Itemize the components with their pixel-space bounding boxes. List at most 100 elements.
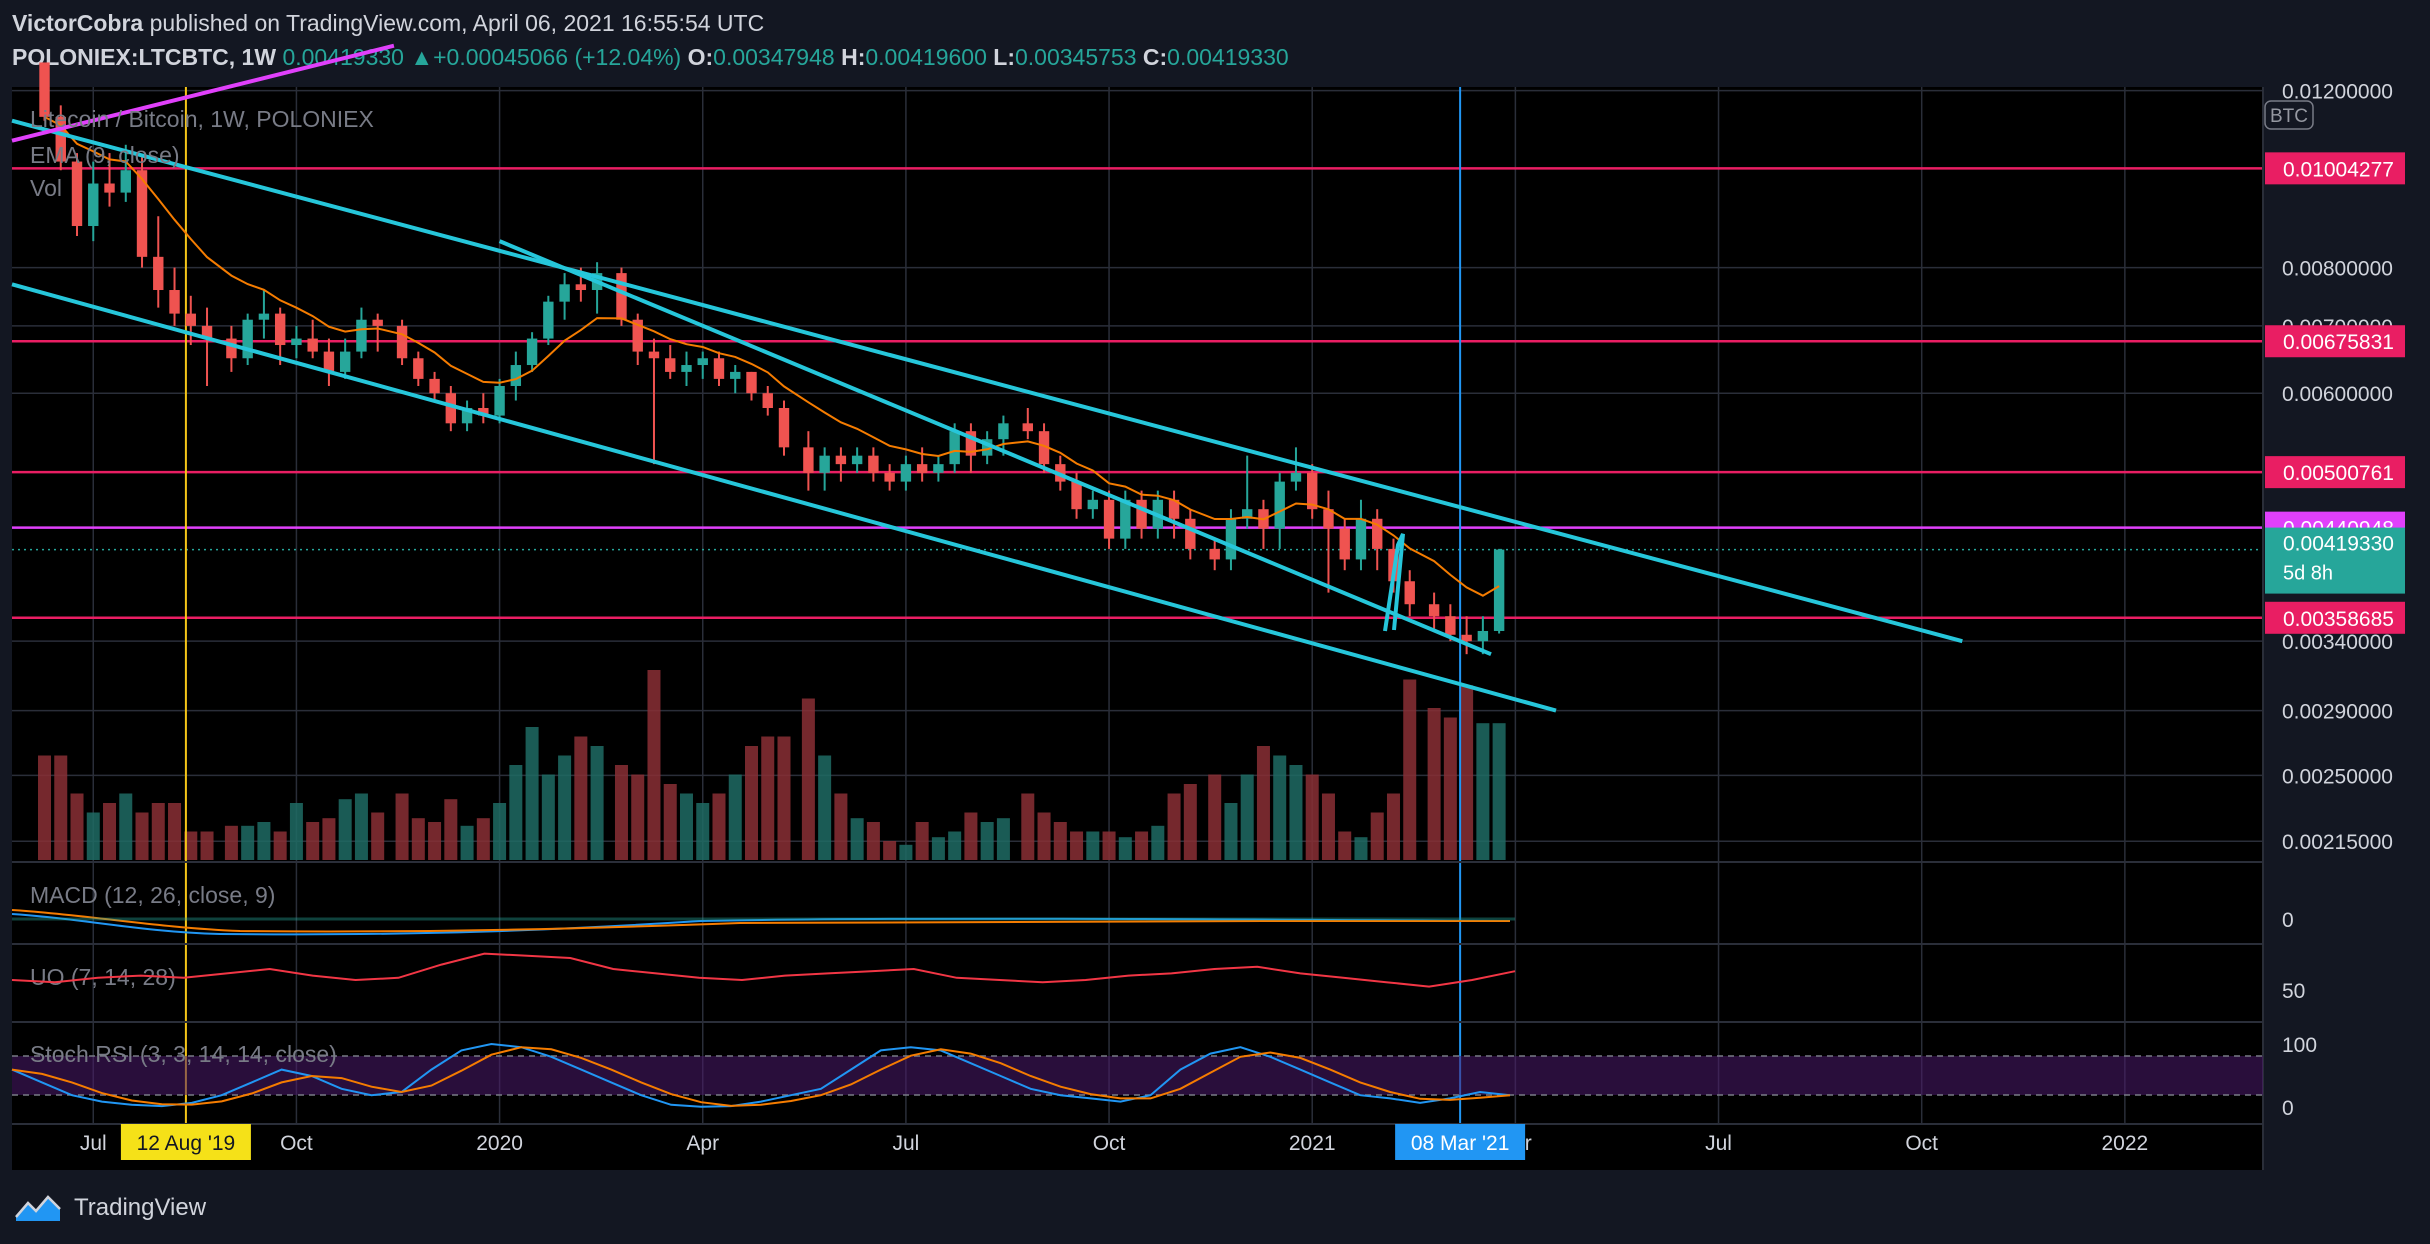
author-name[interactable]: VictorCobra — [12, 10, 144, 36]
volume-bar — [744, 746, 758, 860]
candle — [274, 307, 286, 366]
tradingview-logo-icon[interactable] — [14, 1193, 64, 1223]
candle — [559, 273, 570, 320]
candle-body — [120, 170, 131, 193]
candle — [697, 351, 708, 379]
volume-bar — [1167, 793, 1181, 860]
level-price-tags: 0.010042770.006758310.005007610.00440948… — [2265, 152, 2405, 634]
volume-bar — [1305, 774, 1319, 860]
volume-bar — [289, 803, 303, 860]
volume-bar — [1102, 831, 1116, 860]
candle — [1428, 592, 1440, 629]
volume-bar — [1370, 812, 1384, 860]
current-price-tag — [2265, 527, 2405, 594]
candle-body — [478, 408, 489, 416]
candle — [1307, 464, 1318, 519]
volume-bar — [915, 822, 929, 860]
candle — [1445, 604, 1456, 642]
date-highlight-mar21 — [1395, 1124, 1526, 1160]
volume-bar — [1070, 831, 1084, 860]
candle-body — [868, 455, 879, 473]
legend-main: Litecoin / Bitcoin, 1W, POLONIEX — [30, 106, 374, 132]
volume-bar — [273, 831, 287, 860]
level-tag — [2265, 152, 2405, 185]
up-arrow-icon: ▲ — [410, 44, 434, 70]
high-value: 0.00419600 — [865, 44, 987, 70]
volume-bar — [200, 831, 214, 860]
close-label: C: — [1142, 44, 1168, 70]
volume-bar — [590, 746, 604, 860]
candle — [1209, 538, 1220, 571]
volume-bar — [712, 793, 726, 860]
candle-body — [169, 290, 180, 314]
volume-bar — [509, 765, 523, 860]
grid-lines — [12, 87, 2263, 1124]
candle — [681, 351, 692, 386]
trendline — [11, 43, 395, 143]
level-tag-label: 0.00500761 — [2283, 462, 2394, 485]
candle — [478, 393, 489, 424]
currency-badge[interactable] — [2264, 100, 2314, 130]
price-tick-label: 0.00215000 — [2282, 831, 2393, 854]
candle — [1290, 447, 1302, 491]
volume-bar — [728, 774, 742, 860]
candle — [136, 157, 148, 268]
candle-body — [835, 455, 847, 465]
date-highlight-mar21-label: 08 Mar '21 — [1411, 1132, 1510, 1155]
candle-body — [1493, 549, 1505, 631]
volume-bar — [241, 825, 255, 860]
candle — [242, 313, 253, 366]
candle — [868, 447, 879, 482]
candle — [778, 400, 790, 456]
candle-body — [916, 464, 928, 473]
volume-bar — [38, 755, 52, 860]
candle-body — [71, 161, 83, 227]
uo-line — [11, 952, 1516, 988]
candle-body — [851, 455, 863, 465]
time-tick-label: Jul — [892, 1132, 919, 1155]
candle-body — [413, 358, 424, 379]
candle-body — [136, 170, 148, 257]
open-label: O: — [687, 44, 714, 70]
volume-bar — [1476, 723, 1490, 860]
stoch-100-label: 100 — [2282, 1034, 2317, 1057]
candle-body — [1022, 423, 1033, 432]
volume-bar — [777, 736, 791, 860]
candle-body — [559, 284, 570, 302]
currency-label: BTC — [2270, 106, 2308, 127]
candle — [884, 464, 895, 491]
legend-ema: EMA (9, close) — [30, 142, 180, 168]
candle — [1372, 509, 1383, 571]
candle — [713, 351, 725, 386]
tradingview-brand[interactable]: TradingView — [74, 1194, 207, 1221]
candle — [819, 447, 830, 491]
candle — [510, 351, 522, 401]
candle-body — [445, 393, 457, 424]
candle — [981, 431, 993, 465]
candle — [1038, 423, 1050, 473]
countdown-label: 5d 8h — [2283, 563, 2333, 585]
volume-bar — [338, 799, 352, 860]
volume-bar — [1151, 825, 1165, 860]
candle-body — [185, 313, 196, 326]
symbol-label[interactable]: POLONIEX:LTCBTC, 1W — [12, 44, 277, 70]
volume-bar — [1037, 812, 1051, 860]
candle — [851, 447, 863, 473]
time-axis[interactable]: JulOct2020AprJulOct2021AprJulOct2022 — [80, 1132, 2148, 1155]
volume-bar — [354, 793, 368, 860]
candle-body — [226, 338, 237, 359]
candle — [965, 423, 977, 473]
low-value: 0.00345753 — [1014, 44, 1137, 70]
volume-bar — [801, 698, 815, 860]
trendlines[interactable] — [11, 43, 1963, 713]
price-tick-label: 0.01200000 — [2282, 81, 2393, 104]
candle-body — [104, 183, 115, 193]
candle — [803, 431, 814, 491]
candle — [616, 267, 627, 326]
candle-body — [632, 319, 643, 352]
candle — [461, 400, 473, 432]
price-change: +0.00045066 (+12.04%) — [433, 44, 682, 70]
candle-body — [1209, 548, 1220, 560]
low-label: L: — [993, 44, 1015, 70]
